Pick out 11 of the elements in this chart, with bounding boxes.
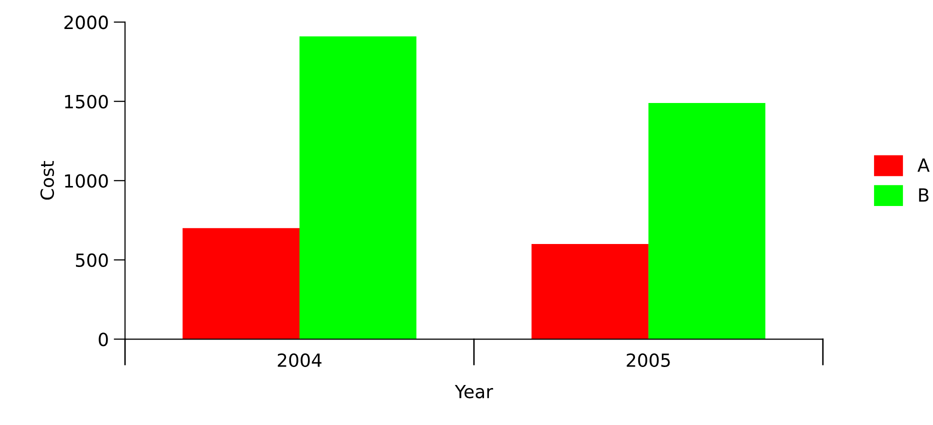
legend-label: B [919,188,928,202]
y-tick-label: 1000 [65,174,108,188]
x-tick-label: 2005 [626,353,670,368]
legend-label: A [918,158,930,172]
x-tick-label: 2004 [278,353,322,368]
y-tick-label: 1500 [65,94,108,108]
y-tick-label: 0 [98,332,108,346]
y-axis-title: Cost [40,160,54,200]
x-axis-title: Year [454,384,494,398]
y-tick-label: 500 [76,253,108,268]
y-tick-label: 2000 [64,16,108,30]
